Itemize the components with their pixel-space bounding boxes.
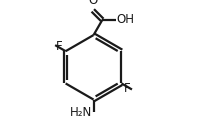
Text: H₂N: H₂N: [70, 106, 92, 119]
Text: F: F: [56, 40, 62, 53]
Text: O: O: [88, 0, 97, 7]
Text: F: F: [124, 82, 131, 95]
Text: OH: OH: [117, 13, 135, 26]
